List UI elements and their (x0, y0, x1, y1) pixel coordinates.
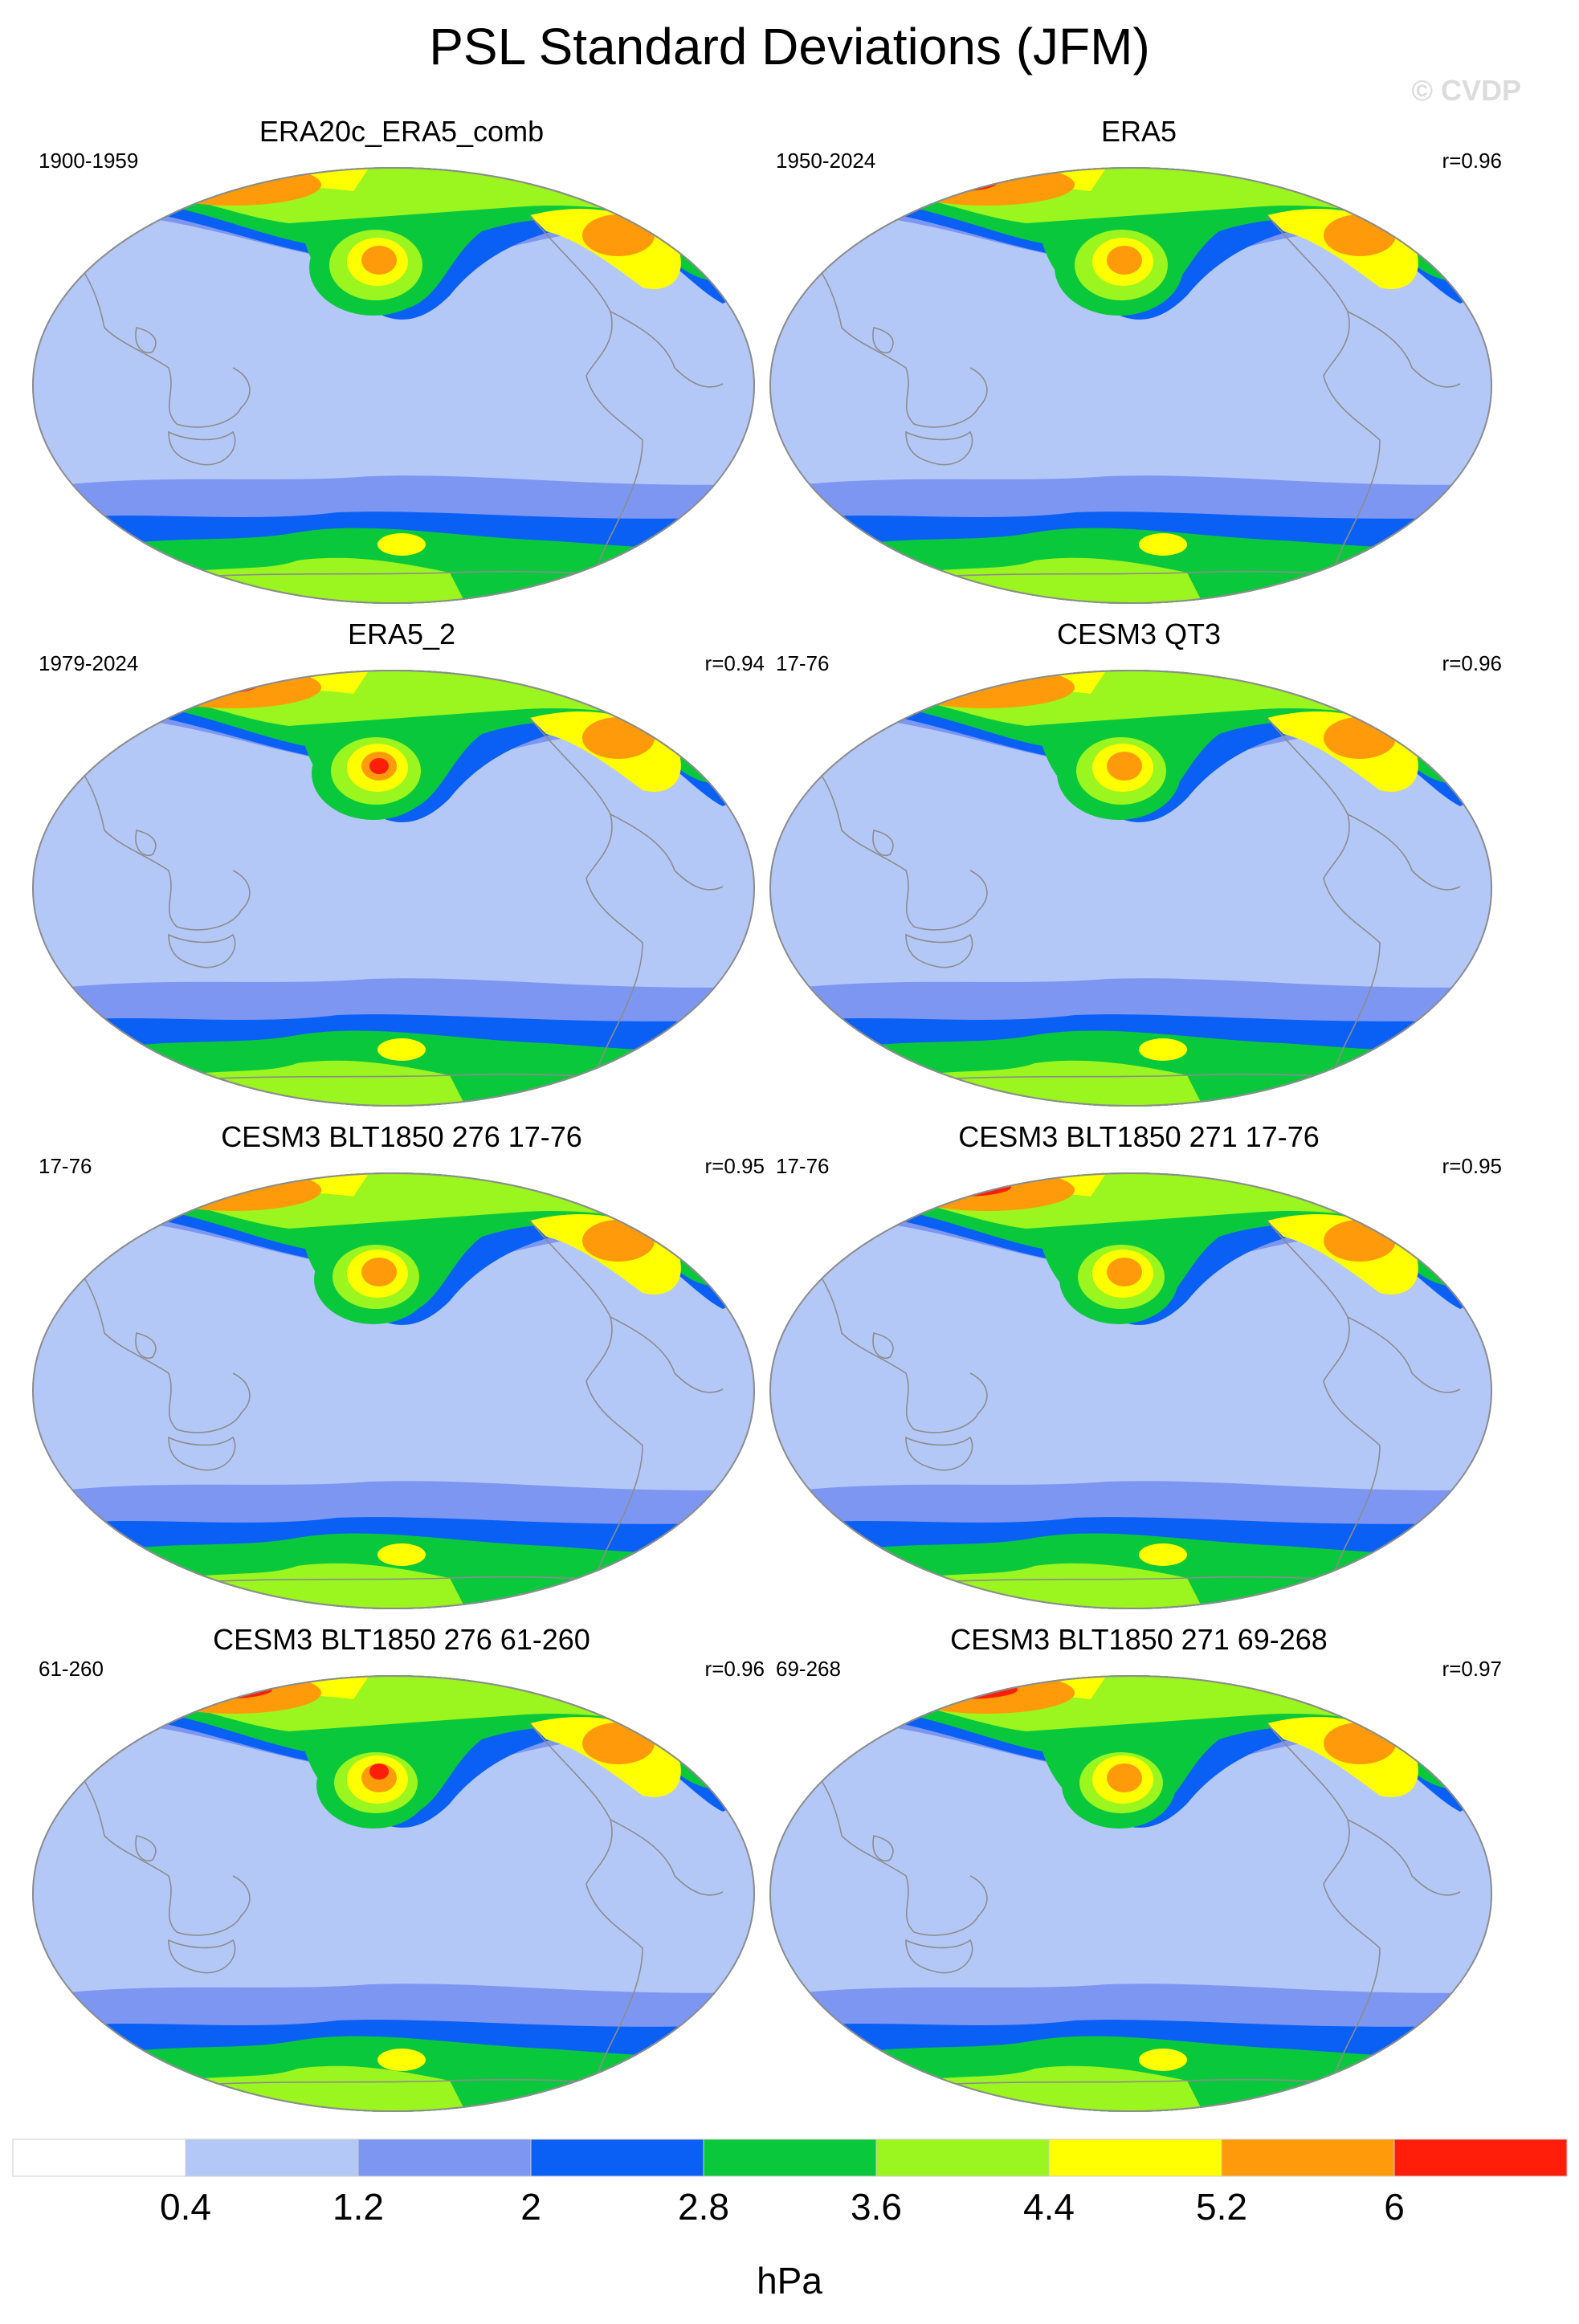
colorbar-tick-label: 2.8 (678, 2186, 729, 2228)
psl-stddev-map (769, 670, 1492, 1107)
panel-title: ERA20c_ERA5_comb (259, 115, 545, 148)
panel-correlation: r=0.96 (704, 1657, 765, 1681)
map-panel: CESM3 BLT1850 271 17-76 17-76 r=0.95 (761, 1119, 1516, 1617)
panel-title: CESM3 QT3 (1056, 618, 1222, 650)
panel-period: 69-268 (776, 1657, 841, 1681)
panel-period: 61-260 (39, 1657, 104, 1681)
map-panel: CESM3 QT3 17-76 r=0.96 (761, 617, 1516, 1115)
colorbar-box (530, 2138, 704, 2177)
panel-period: 1900-1959 (39, 149, 139, 173)
psl-stddev-map (32, 1172, 755, 1609)
colorbar-box (1048, 2138, 1222, 2177)
panel-correlation: r=0.96 (1442, 149, 1502, 173)
panel-title: CESM3 BLT1850 276 17-76 (221, 1120, 582, 1153)
colorbar-tick-label: 1.2 (333, 2186, 384, 2228)
psl-stddev-map (769, 167, 1492, 604)
panel-period: 1979-2024 (39, 651, 139, 675)
colorbar-tick-label: 4.4 (1023, 2186, 1075, 2228)
panel-period: 1950-2024 (776, 149, 876, 173)
map-panel: ERA20c_ERA5_comb 1900-1959 (24, 114, 779, 612)
psl-stddev-map (32, 670, 755, 1107)
colorbar-tick-label: 2 (520, 2186, 541, 2228)
panel-title: CESM3 BLT1850 276 61-260 (213, 1623, 590, 1656)
panel-period: 17-76 (39, 1154, 92, 1178)
colorbar-box (185, 2138, 359, 2177)
map-panel: CESM3 BLT1850 276 61-260 61-260 r=0.96 (24, 1622, 779, 2120)
map-panel: ERA5_2 1979-2024 r=0.94 (24, 617, 779, 1115)
panel-title: ERA5_2 (347, 618, 456, 650)
panel-period: 17-76 (776, 651, 830, 675)
colorbar-unit-label: hPa (757, 2260, 822, 2302)
colorbar-box (357, 2138, 532, 2177)
colorbar-tick-label: 0.4 (160, 2186, 211, 2228)
panel-period: 17-76 (776, 1154, 830, 1178)
panel-correlation: r=0.96 (1442, 651, 1502, 675)
cvdp-credit-watermark: © CVDP (1411, 74, 1521, 107)
panel-correlation: r=0.95 (1442, 1154, 1502, 1178)
colorbar-tick-label: 6 (1384, 2186, 1405, 2228)
panel-title: CESM3 BLT1850 271 69-268 (950, 1623, 1328, 1656)
panel-title: CESM3 BLT1850 271 17-76 (958, 1120, 1320, 1153)
colorbar-box (1393, 2138, 1568, 2177)
colorbar-box (703, 2138, 877, 2177)
psl-stddev-map (32, 1675, 755, 2112)
colorbar-tick-label: 5.2 (1196, 2186, 1247, 2228)
map-panel: ERA5 1950-2024 r=0.96 (761, 114, 1516, 612)
psl-stddev-map (32, 167, 755, 604)
psl-stddev-map (769, 1172, 1492, 1609)
panel-correlation: r=0.94 (704, 651, 765, 675)
panel-title: ERA5 (1100, 115, 1177, 148)
colorbar-box (12, 2138, 186, 2177)
colorbar-box (1221, 2138, 1395, 2177)
map-panel: CESM3 BLT1850 276 17-76 17-76 r=0.95 (24, 1119, 779, 1617)
psl-stddev-map (769, 1675, 1492, 2112)
colorbar-tick-label: 3.6 (851, 2186, 902, 2228)
panel-correlation: r=0.95 (704, 1154, 765, 1178)
colorbar-box (875, 2138, 1050, 2177)
panel-correlation: r=0.97 (1442, 1657, 1502, 1681)
map-panel: CESM3 BLT1850 271 69-268 69-268 r=0.97 (761, 1622, 1516, 2120)
figure-title: PSL Standard Deviations (JFM) (429, 18, 1150, 75)
